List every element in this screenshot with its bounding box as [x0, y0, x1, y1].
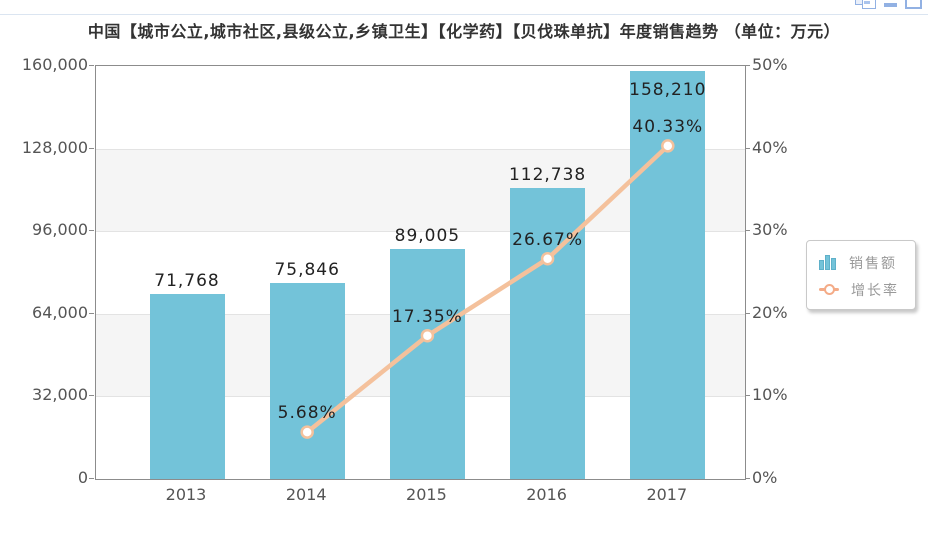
y-axis-left-label: 96,000: [32, 220, 88, 240]
y-axis-right-tick: [745, 478, 750, 479]
bar-value-label: 89,005: [394, 226, 461, 247]
bar-value-label: 112,738: [508, 164, 587, 185]
y-axis-right-label: 10%: [752, 385, 788, 405]
y-axis-left-tick: [89, 147, 94, 149]
maximize-icon[interactable]: [905, 0, 922, 9]
y-axis-left-tick: [89, 65, 94, 66]
growth-value-label: 17.35%: [391, 306, 463, 327]
y-axis-right-label: 0%: [752, 468, 778, 487]
y-axis-right-tick: [745, 395, 750, 397]
y-axis-left-label: 160,000: [21, 55, 88, 74]
plot-area: 71,768 75,846 89,005 112,738 158,210 5.68% 17.…: [95, 65, 746, 480]
y-axis-right-label: 30%: [752, 220, 788, 240]
restore-icon[interactable]: [855, 0, 876, 9]
line-series-icon: [819, 282, 839, 297]
legend-label-growth: 增长率: [851, 282, 899, 299]
legend-item-growth[interactable]: 增长率: [819, 276, 915, 303]
x-axis-label-2017: 2017: [646, 485, 688, 504]
growth-marker-2014[interactable]: [300, 425, 314, 439]
x-axis-label-2014: 2014: [285, 485, 327, 504]
bar-value-label: 158,210: [629, 79, 707, 100]
window-controls: [855, 0, 922, 9]
x-axis-label-2016: 2016: [526, 485, 567, 504]
legend-label-sales: 销售额: [849, 255, 897, 272]
y-axis-right-tick: [745, 230, 750, 232]
bar-2014[interactable]: [269, 283, 345, 479]
y-axis-right-tick: [745, 65, 750, 66]
y-axis-right-tick: [745, 147, 750, 149]
y-axis-right-label: 50%: [752, 55, 788, 74]
growth-value-label: 26.67%: [512, 229, 583, 250]
bar-2015[interactable]: [389, 249, 465, 479]
y-axis-left-label: 0: [77, 468, 88, 487]
growth-marker-2017[interactable]: [661, 139, 675, 153]
legend: 销售额 增长率: [806, 240, 916, 310]
x-axis-label-2013: 2013: [165, 485, 207, 504]
y-axis-right-label: 40%: [752, 137, 788, 157]
legend-item-sales[interactable]: 销售额: [819, 249, 915, 276]
bar-2013[interactable]: [149, 293, 225, 479]
growth-marker-2016[interactable]: [540, 251, 555, 266]
y-axis-right-tick: [745, 312, 750, 314]
growth-marker-2015[interactable]: [420, 328, 435, 343]
y-axis-right-label: 20%: [752, 302, 788, 322]
y-axis-left-tick: [89, 312, 94, 314]
growth-value-label: 5.68%: [277, 403, 337, 424]
x-axis-label-2015: 2015: [406, 485, 447, 504]
growth-value-label: 40.33%: [632, 116, 704, 137]
y-axis-left-label: 128,000: [21, 137, 88, 157]
chart-title: 中国【城市公立,城市社区,县级公立,乡镇卫生】【化学药】【贝伐珠单抗】年度销售趋…: [87, 22, 841, 41]
y-axis-left-label: 32,000: [32, 385, 88, 405]
bar-series-icon: [819, 255, 837, 270]
y-axis-left-tick: [89, 230, 94, 232]
y-axis-left-tick: [89, 478, 94, 479]
y-axis-left-tick: [89, 395, 94, 397]
minimize-icon[interactable]: [884, 3, 897, 7]
bar-value-label: 71,768: [154, 270, 220, 291]
window-titlebar: [0, 0, 928, 15]
bar-value-label: 75,846: [274, 260, 340, 281]
y-axis-left-label: 64,000: [32, 302, 88, 322]
